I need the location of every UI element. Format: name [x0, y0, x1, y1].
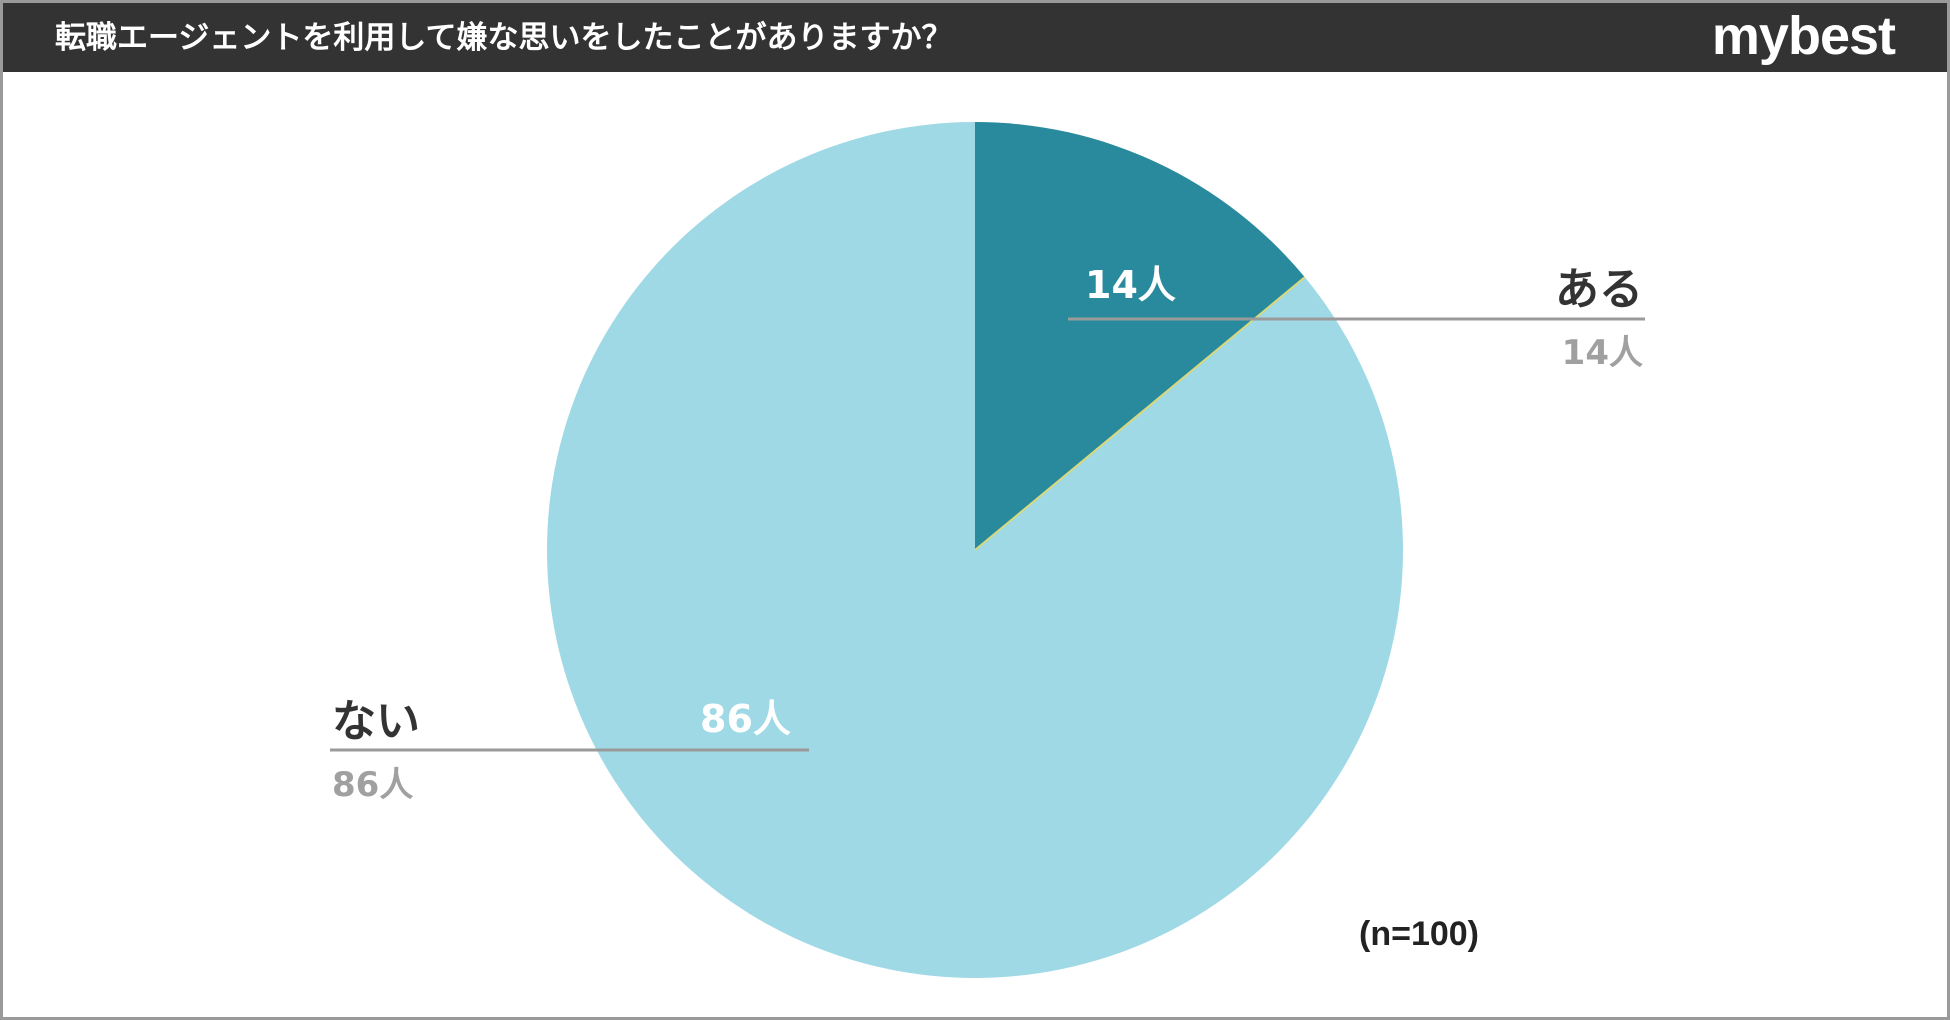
category-value-no: 86人: [332, 765, 413, 805]
category-label-yes: ある: [1555, 264, 1643, 315]
header-bar: 転職エージェントを利用して嫌な思いをしたことがありますか？ mybest: [3, 3, 1947, 72]
pie-slice-no: [546, 122, 1403, 979]
brand-logo: mybest: [1711, 6, 1896, 66]
category-value-yes: 14人: [1562, 333, 1643, 373]
pie-slices: [546, 122, 1403, 979]
slice-label-yes: 14人: [1085, 263, 1176, 307]
category-label-no: ない: [332, 696, 420, 747]
chart-title: 転職エージェントを利用して嫌な思いをしたことがありますか？: [55, 20, 953, 56]
slice-label-no: 86人: [700, 697, 791, 741]
pie-slice-yes: [975, 122, 1305, 550]
pie-chart: 14人 86人 ある 14人 ない 86人: [330, 122, 1645, 979]
sample-size-note: (n=100): [1359, 915, 1479, 953]
slice-separator: [974, 276, 1306, 551]
